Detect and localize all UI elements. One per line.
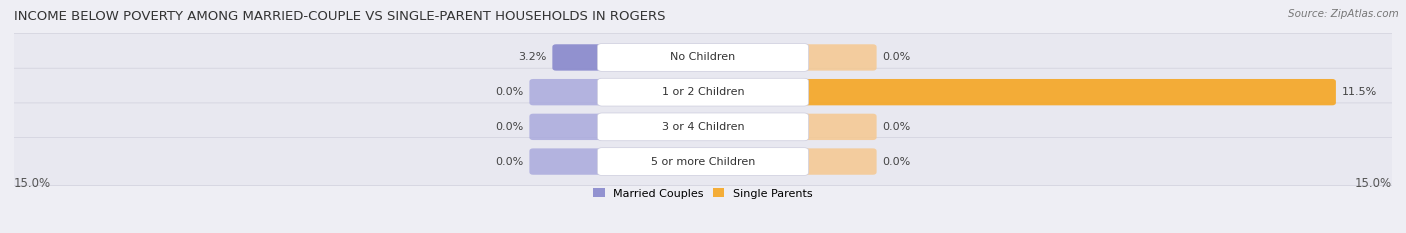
FancyBboxPatch shape (598, 113, 808, 141)
FancyBboxPatch shape (7, 68, 1399, 116)
FancyBboxPatch shape (7, 34, 1399, 81)
FancyBboxPatch shape (800, 148, 876, 175)
Text: Source: ZipAtlas.com: Source: ZipAtlas.com (1288, 9, 1399, 19)
FancyBboxPatch shape (553, 44, 707, 71)
FancyBboxPatch shape (598, 148, 808, 175)
Text: 0.0%: 0.0% (496, 157, 524, 167)
Text: 0.0%: 0.0% (496, 122, 524, 132)
FancyBboxPatch shape (800, 79, 1336, 105)
Text: No Children: No Children (671, 52, 735, 62)
FancyBboxPatch shape (7, 138, 1399, 185)
FancyBboxPatch shape (800, 114, 876, 140)
Text: INCOME BELOW POVERTY AMONG MARRIED-COUPLE VS SINGLE-PARENT HOUSEHOLDS IN ROGERS: INCOME BELOW POVERTY AMONG MARRIED-COUPL… (14, 10, 665, 23)
FancyBboxPatch shape (800, 44, 876, 71)
FancyBboxPatch shape (598, 78, 808, 106)
Text: 3 or 4 Children: 3 or 4 Children (662, 122, 744, 132)
Text: 15.0%: 15.0% (1355, 177, 1392, 190)
Text: 0.0%: 0.0% (496, 87, 524, 97)
Text: 0.0%: 0.0% (882, 52, 910, 62)
Legend: Married Couples, Single Parents: Married Couples, Single Parents (593, 188, 813, 199)
FancyBboxPatch shape (530, 114, 606, 140)
Text: 5 or more Children: 5 or more Children (651, 157, 755, 167)
Text: 0.0%: 0.0% (882, 122, 910, 132)
Text: 3.2%: 3.2% (519, 52, 547, 62)
FancyBboxPatch shape (598, 44, 808, 71)
Text: 1 or 2 Children: 1 or 2 Children (662, 87, 744, 97)
Text: 15.0%: 15.0% (14, 177, 51, 190)
Text: 11.5%: 11.5% (1341, 87, 1376, 97)
Text: 0.0%: 0.0% (882, 157, 910, 167)
FancyBboxPatch shape (530, 148, 606, 175)
FancyBboxPatch shape (530, 79, 606, 105)
FancyBboxPatch shape (7, 103, 1399, 151)
